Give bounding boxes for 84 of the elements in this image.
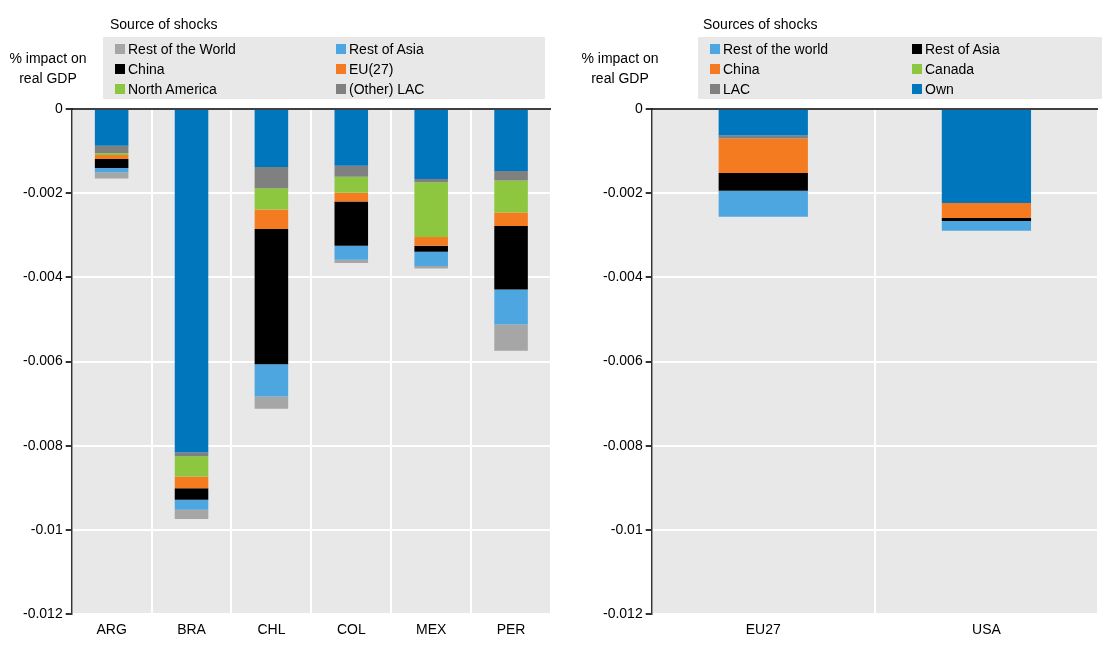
bar: [414, 245, 448, 252]
y-tick-label: -0.006: [602, 352, 643, 369]
y-tick-label: 0: [54, 99, 63, 116]
legend-label: Rest of Asia: [349, 41, 424, 57]
legend-label: China: [723, 61, 760, 77]
bar: [718, 138, 808, 173]
y-tick-label: -0.012: [602, 605, 643, 622]
legend-label: LAC: [723, 81, 751, 97]
y-tick-label: -0.006: [22, 352, 63, 369]
bar: [254, 209, 289, 229]
legend-label: Rest of the World: [128, 41, 236, 57]
y-axis-title: % impact on real GDP: [8, 49, 88, 88]
bar: [941, 220, 1032, 231]
bar: [414, 110, 448, 179]
bar: [254, 396, 289, 409]
bar: [254, 228, 289, 365]
x-tick-label: PER: [496, 621, 526, 638]
bar: [718, 110, 808, 136]
bar: [254, 110, 289, 168]
y-tick-label: -0.004: [22, 268, 63, 285]
bar: [334, 192, 369, 202]
x-tick-label: ARG: [96, 621, 127, 638]
bar: [174, 110, 209, 453]
bar: [334, 110, 369, 166]
legend-label: Own: [925, 81, 954, 97]
bar: [941, 202, 1032, 219]
bar: [94, 167, 129, 173]
y-tick-label: -0.008: [22, 436, 63, 453]
bar: [494, 226, 528, 290]
bar: [414, 236, 448, 246]
bar: [334, 201, 369, 246]
bar: [414, 178, 448, 183]
bar: [494, 110, 528, 171]
legend-label: North America: [128, 81, 217, 97]
bar: [254, 364, 289, 397]
bar: [254, 167, 289, 189]
legend-label: Rest of Asia: [925, 41, 1000, 57]
x-tick-label: MEX: [416, 621, 447, 638]
y-tick-label: -0.01: [30, 520, 63, 537]
bar: [334, 245, 369, 260]
bar: [494, 289, 528, 325]
y-tick-label: -0.004: [602, 268, 643, 285]
legend-label: (Other) LAC: [349, 81, 425, 97]
y-axis-title: % impact on real GDP: [580, 49, 660, 88]
bar: [494, 212, 528, 227]
bar: [334, 176, 369, 193]
bar: [718, 172, 808, 191]
bar: [94, 110, 129, 146]
bar: [94, 159, 129, 168]
y-tick-label: -0.012: [22, 605, 63, 622]
x-tick-label: CHL: [257, 621, 286, 638]
x-tick-label: EU27: [745, 621, 781, 638]
bar: [254, 188, 289, 210]
bar: [941, 218, 1032, 221]
y-tick-label: 0: [634, 99, 643, 116]
y-tick-label: -0.008: [602, 436, 643, 453]
bar: [494, 180, 528, 213]
bar: [414, 182, 448, 237]
bar: [718, 190, 808, 217]
bar: [334, 165, 369, 177]
legend-label: China: [128, 61, 165, 77]
legend-title: Source of shocks: [110, 16, 218, 32]
bar: [174, 499, 209, 510]
y-tick-label: -0.002: [22, 184, 63, 201]
bar: [94, 154, 129, 160]
legend-label: Canada: [925, 61, 975, 77]
bar: [94, 145, 129, 154]
bar: [494, 170, 528, 181]
x-tick-label: COL: [336, 621, 366, 638]
bar: [174, 476, 209, 489]
bar: [414, 266, 448, 269]
y-tick-label: -0.01: [610, 520, 643, 537]
legend-label: Rest of the world: [723, 41, 829, 57]
bar: [174, 488, 209, 500]
x-tick-label: BRA: [177, 621, 207, 638]
bar: [174, 509, 209, 520]
bar: [494, 324, 528, 351]
bar: [941, 110, 1032, 203]
bar: [174, 456, 209, 477]
y-tick-label: -0.002: [602, 184, 643, 201]
x-tick-label: USA: [972, 621, 1002, 638]
legend-title: Sources of shocks: [703, 16, 818, 32]
bar: [414, 251, 448, 267]
legend-label: EU(27): [349, 61, 394, 77]
